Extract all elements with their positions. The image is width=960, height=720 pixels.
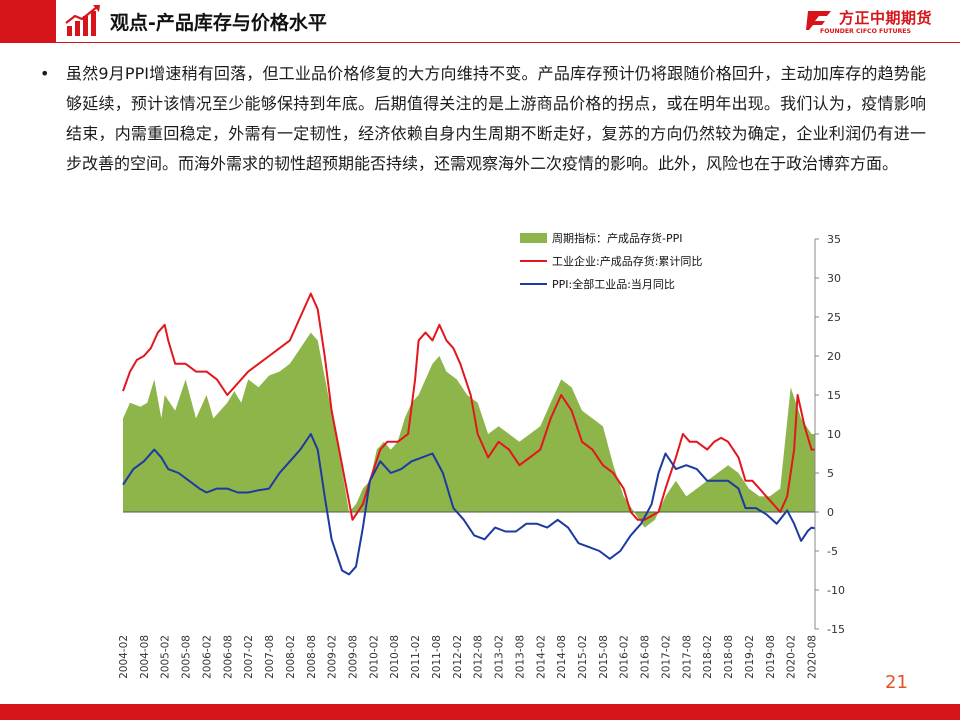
x-tick-label: 2009-02 xyxy=(327,635,339,679)
x-tick-label: 2019-02 xyxy=(744,635,756,679)
x-tick-label: 2015-08 xyxy=(598,635,610,679)
footer-bar xyxy=(0,704,960,720)
x-tick-label: 2014-08 xyxy=(556,635,568,679)
x-tick-label: 2013-02 xyxy=(494,635,506,679)
y-tick-label: 0 xyxy=(827,506,834,519)
x-tick-label: 2012-02 xyxy=(452,635,464,679)
x-tick-label: 2007-02 xyxy=(243,635,255,679)
x-tick-label: 2006-08 xyxy=(222,635,234,679)
y-tick-label: -10 xyxy=(827,584,845,597)
header-accent-block xyxy=(0,0,56,42)
x-tick-label: 2008-08 xyxy=(306,635,318,679)
x-tick-label: 2004-08 xyxy=(139,635,151,679)
bullet-marker: • xyxy=(40,64,50,83)
x-tick-label: 2012-08 xyxy=(473,635,485,679)
y-tick-label: 10 xyxy=(827,428,841,441)
page-title: 观点-产品库存与价格水平 xyxy=(110,12,327,34)
x-tick-label: 2004-02 xyxy=(118,635,130,679)
logo-mark-icon xyxy=(806,11,831,30)
series-area xyxy=(123,332,815,528)
x-tick-label: 2019-08 xyxy=(765,635,777,679)
y-tick-label: 5 xyxy=(827,467,834,480)
x-tick-label: 2009-08 xyxy=(348,635,360,679)
growth-chart-icon xyxy=(65,5,100,36)
logo-subtext: FOUNDER CIFCO FUTURES xyxy=(820,28,911,35)
bullet-paragraph: 虽然9月PPI增速稍有回落，但工业品价格修复的大方向维持不变。产品库存预计仍将跟… xyxy=(66,64,926,173)
x-tick-label: 2005-02 xyxy=(160,635,172,679)
y-tick-label: -15 xyxy=(827,623,845,636)
x-tick-label: 2007-08 xyxy=(264,635,276,679)
x-tick-label: 2013-08 xyxy=(514,635,526,679)
x-tick-label: 2010-02 xyxy=(368,635,380,679)
x-tick-label: 2008-02 xyxy=(285,635,297,679)
page-number: 21 xyxy=(885,672,908,693)
legend-swatch xyxy=(520,233,547,243)
y-tick-label: 30 xyxy=(827,272,841,285)
x-tick-label: 2017-02 xyxy=(660,635,672,679)
x-tick-label: 2020-08 xyxy=(807,635,819,679)
x-tick-label: 2018-08 xyxy=(723,635,735,679)
x-tick-label: 2005-08 xyxy=(181,635,193,679)
y-tick-label: 35 xyxy=(827,233,841,246)
x-tick-label: 2011-02 xyxy=(410,635,422,679)
x-tick-label: 2017-08 xyxy=(681,635,693,679)
x-tick-label: 2016-08 xyxy=(640,635,652,679)
legend-label: 工业企业:产成品存货:累计同比 xyxy=(552,254,702,268)
y-tick-label: 20 xyxy=(827,350,841,363)
series-line xyxy=(122,433,816,576)
x-tick-label: 2014-02 xyxy=(535,635,547,679)
logo-text: 方正中期期货 xyxy=(839,9,933,27)
x-tick-label: 2010-08 xyxy=(389,635,401,679)
x-tick-label: 2020-02 xyxy=(786,635,798,679)
y-tick-label: 25 xyxy=(827,311,841,324)
x-tick-label: 2011-08 xyxy=(431,635,443,679)
legend-label: 周期指标：产成品存货-PPI xyxy=(552,231,682,245)
x-tick-label: 2016-02 xyxy=(619,635,631,679)
slide-header: 观点-产品库存与价格水平 方正中期期货 FOUNDER CIFCO FUTURE… xyxy=(0,0,960,42)
legend-label: PPI:全部工业品:当月同比 xyxy=(552,277,675,291)
y-tick-label: -5 xyxy=(827,545,838,558)
series-line xyxy=(122,292,815,521)
inventory-ppi-chart: -15 -10 -5 0 5 10 15 20 25 30 35 2004-02 2004-08 2005… xyxy=(118,231,845,679)
company-logo: 方正中期期货 FOUNDER CIFCO FUTURES xyxy=(805,7,955,39)
x-tick-label: 2015-02 xyxy=(577,635,589,679)
x-tick-label: 2018-02 xyxy=(702,635,714,679)
y-tick-label: 15 xyxy=(827,389,841,402)
x-tick-label: 2006-02 xyxy=(201,635,213,679)
title-divider xyxy=(0,42,960,43)
